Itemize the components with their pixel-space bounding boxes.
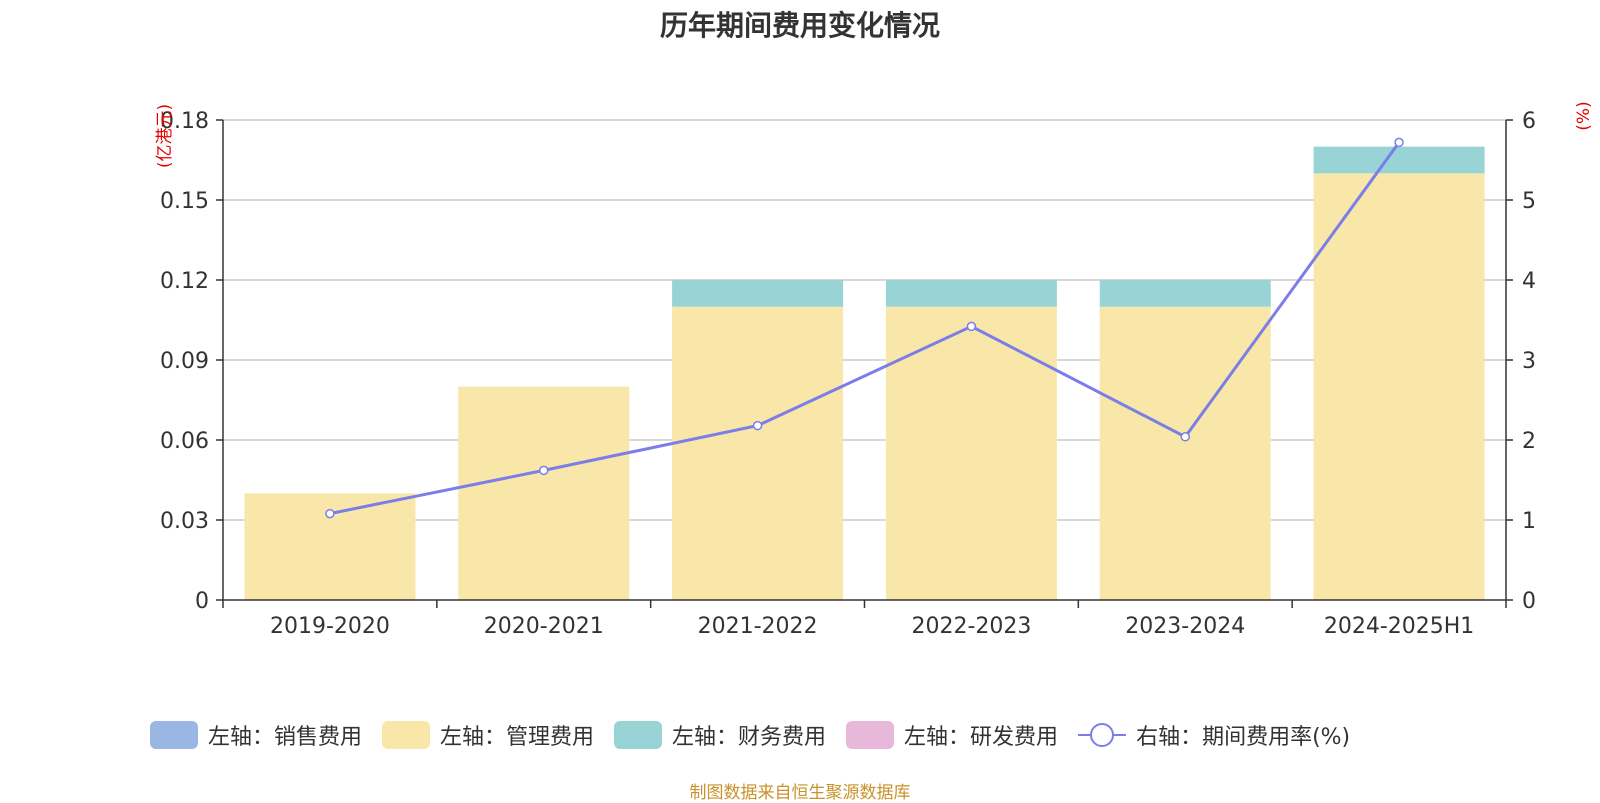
right-tick-label: 2 — [1522, 429, 1536, 454]
right-tick-label: 3 — [1522, 349, 1536, 374]
left-tick-label: 0.12 — [160, 269, 209, 294]
bar-segment — [1313, 146, 1485, 174]
line-series-path — [329, 141, 1401, 516]
legend-swatch — [614, 721, 663, 749]
left-tick-label: 0.03 — [160, 509, 209, 534]
x-tick-label: 2023-2024 — [1125, 614, 1245, 639]
legend-swatch — [846, 721, 895, 749]
legend-item[interactable]: 左轴：销售费用 — [150, 719, 362, 751]
line-point — [1180, 432, 1190, 442]
right-axis-unit: (%) — [1574, 101, 1594, 130]
line-point — [325, 508, 335, 519]
legend-label: 左轴：销售费用 — [208, 725, 363, 750]
x-tick-label: 2020-2021 — [484, 614, 604, 639]
left-tick-label: 0 — [195, 589, 209, 614]
legend-label: 左轴：管理费用 — [440, 725, 595, 750]
line-point — [539, 465, 549, 476]
legend-line-marker — [1078, 721, 1127, 749]
right-tick-label: 4 — [1522, 269, 1536, 294]
x-tick-label: 2024-2025H1 — [1324, 614, 1474, 639]
bar-segment — [885, 280, 1057, 307]
legend-item[interactable]: 右轴：期间费用率(%) — [1078, 719, 1350, 751]
x-tick-label: 2022-2023 — [911, 614, 1031, 639]
chart-title: 历年期间费用变化情况 — [659, 9, 940, 42]
legend-label: 右轴：期间费用率(%) — [1136, 725, 1351, 750]
right-tick-label: 1 — [1522, 509, 1536, 534]
left-tick-label: 0.06 — [160, 429, 209, 454]
bar-segment — [1099, 280, 1271, 307]
right-tick-label: 5 — [1522, 189, 1536, 214]
legend-item[interactable]: 左轴：研发费用 — [846, 719, 1058, 751]
left-tick-label: 0.18 — [160, 109, 209, 134]
x-tick-label: 2019-2020 — [270, 614, 390, 639]
legend-label: 左轴：财务费用 — [672, 725, 827, 750]
x-tick-label: 2021-2022 — [698, 614, 818, 639]
bar-segment — [458, 386, 630, 600]
bar-segment — [1099, 306, 1271, 600]
bar-segment — [672, 306, 844, 600]
bar-segment — [672, 280, 844, 307]
left-tick-label: 0.09 — [160, 349, 209, 374]
data-source-note: 制图数据来自恒生聚源数据库 — [689, 783, 911, 803]
legend-label: 左轴：研发费用 — [904, 725, 1059, 750]
bar-segment — [885, 306, 1057, 600]
line-point — [966, 321, 977, 332]
bar-segment — [1313, 173, 1485, 601]
line-point — [1394, 137, 1404, 148]
legend-item[interactable]: 左轴：管理费用 — [382, 719, 594, 751]
chart-plot: 0 0.03 0.06 0.09 0.12 0.15 0.18 0 1 2 3 4 5 6 2019-202… — [155, 101, 1594, 639]
left-axis-unit: (亿港元) — [155, 104, 175, 168]
left-tick-label: 0.15 — [160, 189, 209, 214]
right-tick-label: 6 — [1522, 109, 1536, 134]
legend-swatch — [382, 721, 431, 749]
line-point — [752, 420, 763, 431]
right-tick-label: 0 — [1522, 589, 1536, 614]
legend-item[interactable]: 左轴：财务费用 — [614, 719, 826, 751]
legend-swatch — [150, 721, 198, 749]
chart-legend: 左轴：销售费用 左轴：管理费用 左轴：财务费用 左轴：研发费用 右轴：期间费用率(%) — [150, 718, 1370, 752]
